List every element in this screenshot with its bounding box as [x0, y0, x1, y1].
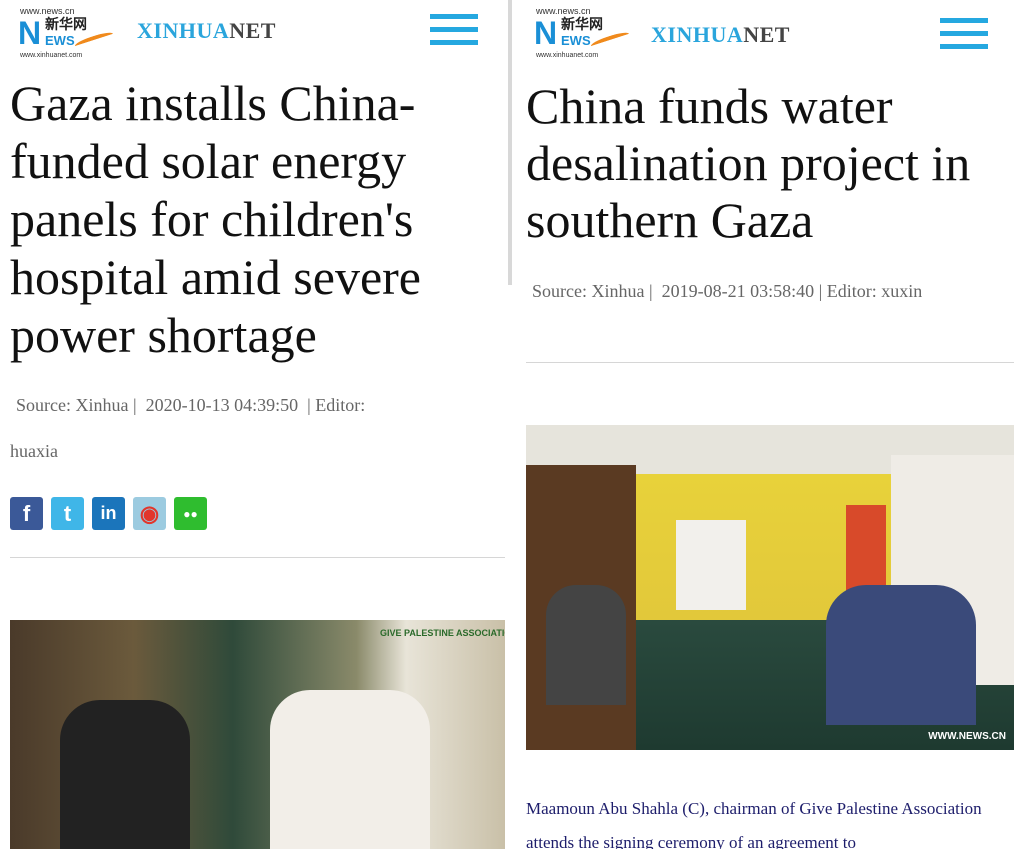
article-photo: GIVE PALESTINE ASSOCIATION — [10, 620, 505, 849]
xinhuanet-wordmark: XINHUANET — [137, 18, 276, 43]
article-editor: huaxia — [10, 441, 58, 461]
weibo-icon[interactable]: ◉ — [133, 497, 166, 530]
article-meta: Source: Xinhua | 2019-08-21 03:58:40 | E… — [532, 281, 923, 301]
article-title: Gaza installs China-funded solar energy … — [10, 75, 421, 363]
article-title: China funds water desalination project i… — [526, 78, 971, 248]
xinhua-logo[interactable]: www.news.cn N 新华网 EWS www.xinhuanet.com — [18, 6, 115, 60]
divider — [526, 362, 1014, 363]
xinhua-logo[interactable]: www.news.cn N 新华网 EWS www.xinhuanet.com — [534, 6, 631, 60]
photo-caption: Maamoun Abu Shahla (C), chairman of Give… — [526, 799, 982, 849]
article-meta: Source: Xinhua | 2020-10-13 04:39:50 | E… — [16, 395, 366, 415]
wechat-icon[interactable]: ●● — [174, 497, 207, 530]
menu-icon[interactable] — [940, 18, 988, 50]
menu-icon[interactable] — [430, 14, 478, 46]
facebook-icon[interactable]: f — [10, 497, 43, 530]
twitter-icon[interactable]: t — [51, 497, 84, 530]
left-article-screen: www.news.cn N 新华网 EWS www.xinhuanet.com … — [0, 0, 508, 849]
scrollbar[interactable] — [508, 0, 512, 285]
share-bar: f t in ◉ ●● — [10, 497, 207, 530]
right-article-screen: www.news.cn N 新华网 EWS www.xinhuanet.com … — [514, 0, 1024, 849]
divider — [10, 557, 505, 558]
xinhuanet-wordmark: XINHUANET — [651, 22, 790, 47]
article-photo: WWW.NEWS.CN — [526, 425, 1014, 750]
linkedin-icon[interactable]: in — [92, 497, 125, 530]
